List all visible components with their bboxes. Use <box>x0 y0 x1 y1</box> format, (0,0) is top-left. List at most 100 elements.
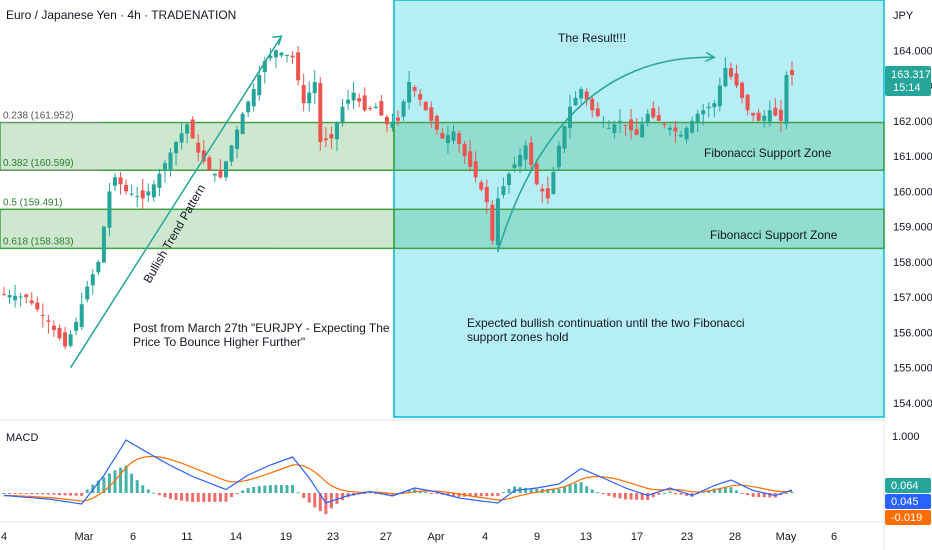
candle-body <box>484 186 489 202</box>
price-tick-label: 158.000 <box>893 257 932 269</box>
current-price-badge: 163.317 15:14 <box>885 66 931 96</box>
candle-body <box>74 321 79 331</box>
candle-body <box>706 106 711 109</box>
macd-histogram-bar <box>635 493 639 500</box>
candle-body <box>640 124 645 138</box>
candle-body <box>534 163 539 185</box>
candle-body <box>462 143 467 157</box>
macd-histogram-bar <box>646 493 650 501</box>
candle-body <box>495 198 500 245</box>
candle-body <box>185 124 190 134</box>
result-box[interactable] <box>393 0 885 418</box>
candle-body <box>679 134 684 137</box>
macd-histogram-bar <box>141 485 145 493</box>
macd-histogram-bar <box>707 490 711 493</box>
fib-level-label-1: 0.382 (160.599) <box>3 158 74 169</box>
macd-histogram-bar <box>501 492 505 494</box>
candle-body <box>96 261 101 273</box>
macd-histogram-bar <box>474 493 478 497</box>
macd-histogram-bar <box>768 493 772 498</box>
fib-level-label-0: 0.238 (161.952) <box>3 111 74 122</box>
zone-upper-label: Fibonacci Support Zone <box>704 146 832 160</box>
macd-histogram-bar <box>662 492 666 494</box>
candle-body <box>617 120 622 123</box>
candle-body <box>251 89 256 107</box>
macd-badge-value: -0.019 <box>891 512 922 524</box>
macd-histogram-bar <box>390 493 394 496</box>
candle-body <box>307 92 312 104</box>
macd-histogram-bar <box>168 493 172 499</box>
macd-histogram-bar <box>96 480 100 493</box>
candle-body <box>340 106 345 122</box>
macd-histogram-bar <box>107 473 111 493</box>
macd-histogram-bar <box>119 467 123 493</box>
candle-body <box>212 173 217 176</box>
macd-histogram-bar <box>790 491 794 493</box>
time-tick-label: 6 <box>130 531 136 543</box>
fib-zone-upper-right[interactable] <box>393 121 885 171</box>
macd-histogram-bar <box>152 492 156 494</box>
chart-title[interactable]: Euro / Japanese Yen · 4h · TRADENATION <box>6 8 236 22</box>
macd-histogram-bar <box>2 493 6 494</box>
candle-body <box>390 122 395 128</box>
macd-histogram-bar <box>263 485 267 493</box>
price-tick-label: 162.000 <box>893 116 932 128</box>
macd-histogram-bar <box>74 493 78 496</box>
macd-axis-1: 1.000 <box>892 431 920 443</box>
candle-body <box>429 107 434 121</box>
candle-body <box>124 184 129 192</box>
candle-body <box>296 52 301 81</box>
candle-body <box>518 154 523 167</box>
candle-body <box>301 84 306 104</box>
macd-histogram-bar <box>723 487 727 493</box>
macd-histogram-bar <box>679 493 683 495</box>
candle-body <box>723 67 728 87</box>
time-tick-label: 13 <box>580 531 592 543</box>
candle-body <box>579 89 584 99</box>
macd-histogram-bar <box>80 493 84 496</box>
fib-zone-lower-right[interactable] <box>393 208 885 250</box>
candle-body <box>556 145 561 168</box>
candle-body <box>423 101 428 111</box>
candle-body <box>379 101 384 116</box>
time-tick-label: 6 <box>831 531 837 543</box>
fib-level-label-2: 0.5 (159.491) <box>3 197 63 208</box>
macd-histogram-bar <box>451 493 455 497</box>
candle-body <box>129 193 134 195</box>
candle-body <box>207 157 212 171</box>
macd-histogram-bar <box>651 493 655 498</box>
macd-histogram-bar <box>35 493 39 495</box>
macd-histogram-bar <box>202 493 206 502</box>
candle-body <box>246 101 251 113</box>
candle-body <box>57 327 62 339</box>
time-tick-label: 9 <box>534 531 540 543</box>
macd-histogram-bar <box>740 493 744 494</box>
result-label: The Result!!! <box>558 31 626 45</box>
candle-body <box>2 293 6 295</box>
macd-histogram-bar <box>424 492 428 494</box>
macd-histogram-bar <box>624 493 628 500</box>
candle-body <box>695 113 700 122</box>
candle-body <box>90 274 95 286</box>
time-tick-label: 27 <box>380 531 392 543</box>
candle-body <box>285 55 290 57</box>
macd-histogram-bar <box>146 489 150 493</box>
price-tick-label: 160.000 <box>893 186 932 198</box>
macd-histogram-bar <box>246 488 250 493</box>
macd-histogram-bar <box>446 493 450 496</box>
candle-body <box>362 95 367 111</box>
candle-body <box>584 91 589 100</box>
macd-histogram-bar <box>19 493 23 494</box>
macd-histogram-bar <box>113 470 117 493</box>
candle-body <box>468 151 473 167</box>
candle-body <box>501 186 506 195</box>
currency-label[interactable]: JPY <box>893 10 914 22</box>
candle-body <box>407 82 412 103</box>
candle-body <box>756 112 761 121</box>
candle-body <box>740 82 745 98</box>
macd-histogram-bar <box>8 493 12 494</box>
macd-histogram-bar <box>335 493 339 504</box>
candle-body <box>778 109 783 121</box>
time-tick-label: 23 <box>327 531 339 543</box>
